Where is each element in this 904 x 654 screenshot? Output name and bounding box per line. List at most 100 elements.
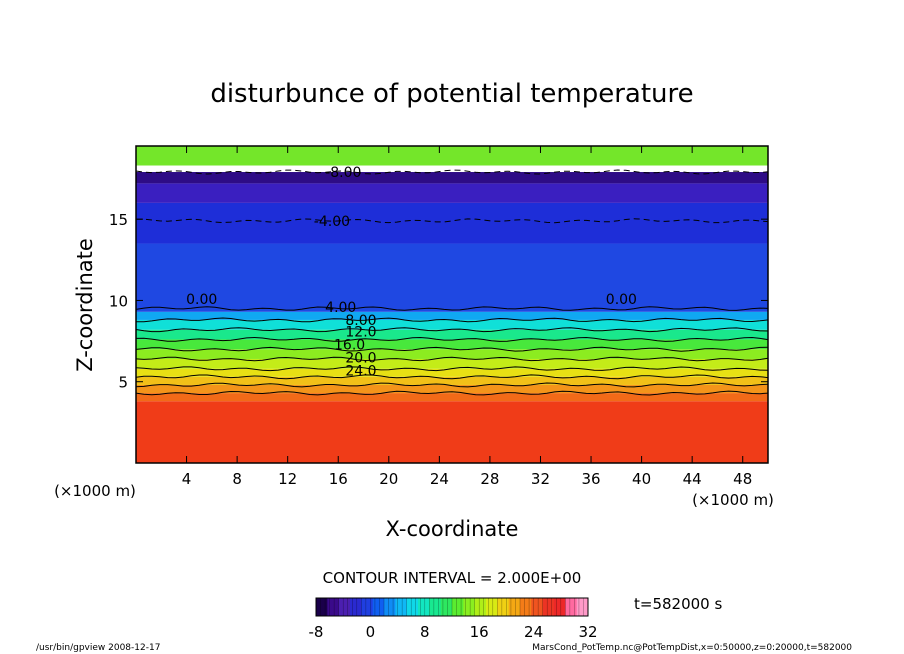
contour-label-0: 24.0 bbox=[345, 363, 376, 379]
x-tick-label-5: 24 bbox=[430, 470, 449, 488]
colorbar-cell-10 bbox=[429, 598, 442, 616]
field-band-14 bbox=[136, 172, 768, 184]
contour-label-9: -8.00 bbox=[325, 165, 361, 181]
x-tick-label-4: 20 bbox=[379, 470, 398, 488]
colorbar-cell-3 bbox=[350, 598, 362, 616]
contour-label-8: -4.00 bbox=[314, 214, 350, 230]
colorbar-cell-19 bbox=[531, 598, 544, 616]
colorbar-cell-18 bbox=[520, 598, 532, 616]
colorbar-cell-13 bbox=[463, 598, 476, 616]
y-tick-label-2: 15 bbox=[109, 211, 128, 229]
contour-label-2: 16.0 bbox=[334, 337, 365, 353]
x-tick-label-8: 36 bbox=[581, 470, 600, 488]
contour-line-7 bbox=[135, 327, 769, 333]
field-band-15 bbox=[136, 165, 768, 173]
chart-title: disturbunce of potential temperature bbox=[210, 79, 693, 109]
time-text: t=582000 s bbox=[634, 595, 722, 613]
colorbar-cell-16 bbox=[497, 598, 510, 616]
contour-line-0 bbox=[135, 390, 769, 396]
x-tick-label-1: 8 bbox=[232, 470, 242, 488]
field-band-8 bbox=[136, 329, 768, 340]
contour-label-5: 4.00 bbox=[325, 300, 356, 316]
colorbar-cell-5 bbox=[372, 598, 385, 616]
contour-interval-text: CONTOUR INTERVAL = 2.000E+00 bbox=[323, 569, 582, 587]
x-tick-label-11: 48 bbox=[733, 470, 752, 488]
contour-line-2 bbox=[135, 374, 769, 380]
x-tick-label-3: 16 bbox=[329, 470, 348, 488]
field-bands bbox=[136, 146, 768, 463]
contour-line-11 bbox=[135, 169, 769, 175]
contour-line-3 bbox=[135, 366, 769, 372]
field-band-1 bbox=[136, 393, 768, 402]
x-axis-label: X-coordinate bbox=[386, 517, 519, 541]
field-band-16 bbox=[136, 146, 768, 166]
colorbar-cell-0 bbox=[316, 598, 328, 616]
contour-labels: 24.020.016.012.08.004.00 0.00 0.00 -4.00 -8.… bbox=[186, 165, 637, 379]
colorbar-cell-14 bbox=[474, 598, 487, 616]
colorbar-cell-23 bbox=[576, 598, 589, 616]
colorbar-cell-8 bbox=[406, 598, 419, 616]
colorbar-cell-11 bbox=[440, 598, 453, 616]
field-band-12 bbox=[136, 202, 768, 244]
contour-line-8 bbox=[136, 317, 769, 323]
colorbar-cell-21 bbox=[554, 598, 566, 616]
colorbar-cell-1 bbox=[327, 598, 340, 616]
colorbar-tick-label-1: 0 bbox=[366, 623, 376, 641]
contour-label-7: 0.00 bbox=[606, 292, 637, 308]
x-tick-label-9: 40 bbox=[632, 470, 651, 488]
contour-line-5 bbox=[135, 346, 769, 352]
colorbar-cell-6 bbox=[384, 598, 396, 616]
contour-label-6: 0.00 bbox=[186, 292, 217, 308]
colorbar-cell-9 bbox=[418, 598, 430, 616]
colorbar-cell-17 bbox=[508, 598, 521, 616]
field-band-4 bbox=[136, 368, 768, 377]
x-tick-label-10: 44 bbox=[683, 470, 702, 488]
colorbar-tick-label-2: 8 bbox=[420, 623, 430, 641]
colorbar-tick-label-5: 32 bbox=[578, 623, 597, 641]
x-tick-label-0: 4 bbox=[182, 470, 192, 488]
field-band-9 bbox=[136, 319, 768, 330]
field-band-10 bbox=[136, 311, 768, 320]
y-tick-label-0: 5 bbox=[118, 374, 128, 392]
field-band-11 bbox=[136, 243, 768, 312]
y-axis-ticks: 5 10 15 bbox=[109, 211, 768, 392]
x-tick-label-2: 12 bbox=[278, 470, 297, 488]
field-band-5 bbox=[136, 358, 768, 369]
contour-line-10 bbox=[136, 218, 769, 224]
colorbar-cell-15 bbox=[486, 598, 498, 616]
footer-left: /usr/bin/gpview 2008-12-17 bbox=[36, 643, 160, 653]
x-axis-unit-left: (×1000 m) bbox=[54, 482, 136, 500]
colorbar-cell-4 bbox=[361, 598, 374, 616]
colorbar-tick-label-4: 24 bbox=[524, 623, 543, 641]
colorbar-cell-7 bbox=[395, 598, 408, 616]
colorbar-ticks: -8 0 8 16 24 32 bbox=[309, 623, 598, 641]
contour-lines bbox=[135, 169, 769, 396]
colorbar-frame bbox=[315, 597, 589, 617]
x-axis-unit-right: (×1000 m) bbox=[692, 491, 774, 509]
footer-right: MarsCond_PotTemp.nc@PotTempDist,x=0:5000… bbox=[532, 643, 852, 653]
x-tick-label-6: 28 bbox=[480, 470, 499, 488]
y-axis-label: Z-coordinate bbox=[73, 238, 97, 372]
field-band-2 bbox=[136, 384, 768, 394]
colorbar-tick-label-3: 16 bbox=[470, 623, 489, 641]
colorbar-cell-20 bbox=[542, 598, 555, 616]
contour-line-9 bbox=[135, 306, 769, 311]
x-axis-ticks: 4 8 12 16 20 24 28 32 36 40 44 48 bbox=[182, 146, 752, 488]
contour-line-4 bbox=[135, 356, 769, 362]
colorbar-cell-2 bbox=[338, 598, 351, 616]
contour-label-3: 12.0 bbox=[345, 324, 376, 340]
field-band-3 bbox=[136, 376, 768, 385]
colorbar-tick-label-0: -8 bbox=[309, 623, 324, 641]
colorbar-cell-12 bbox=[452, 598, 464, 616]
colorbar-cell-22 bbox=[565, 598, 578, 616]
plot-frame bbox=[135, 145, 769, 464]
field-band-6 bbox=[136, 349, 768, 359]
contour-label-1: 20.0 bbox=[345, 350, 376, 366]
field-band-13 bbox=[136, 183, 768, 203]
contour-label-4: 8.00 bbox=[345, 313, 376, 329]
x-tick-label-7: 32 bbox=[531, 470, 550, 488]
plot-area: 24.020.016.012.08.004.00 0.00 0.00 -4.00 -8.… bbox=[135, 145, 769, 464]
field-band-7 bbox=[136, 339, 768, 350]
contour-line-1 bbox=[135, 382, 769, 388]
